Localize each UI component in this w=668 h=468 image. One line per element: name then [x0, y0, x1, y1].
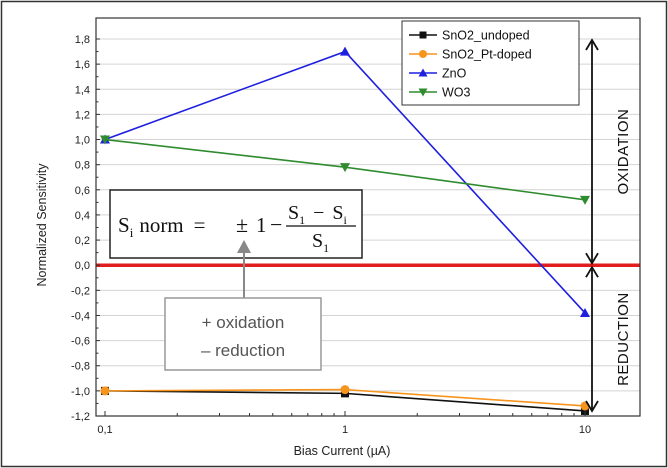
x-axis-label: Bias Current (µA): [294, 444, 391, 458]
series-layer: [100, 46, 590, 415]
region-oxidation: OXIDATION: [585, 38, 632, 265]
data-point: [340, 46, 350, 56]
x-tick-label: 10: [579, 424, 591, 436]
region-arrowhead: [585, 265, 599, 278]
y-tick-label: 1,8: [75, 34, 90, 46]
legend-label: SnO2_Pt-doped: [442, 48, 532, 62]
tick-label-layer: 1,8 1,6 1,4 1,2 1,0 0,8 0,6 0,4 0,2 0,0 -0,2 -0,4 -0…: [71, 34, 591, 436]
formula-numerator: S1− Si: [288, 202, 348, 227]
sign-note-oxidation: + oxidation: [202, 313, 285, 332]
x-tick-label: 0,1: [97, 424, 112, 436]
series-sno2-pt-doped: [100, 385, 590, 411]
y-tick-label: 1,4: [75, 84, 90, 96]
data-point: [580, 195, 590, 205]
axis-layer: [95, 17, 641, 417]
data-point: [100, 386, 110, 396]
region-arrowhead: [585, 400, 599, 413]
y-tick-label: 1,2: [75, 109, 90, 121]
y-tick-label: 0,8: [75, 160, 90, 172]
region-arrowhead: [585, 252, 599, 265]
data-point: [580, 307, 590, 317]
y-axis-label: Normalized Sensitivity: [35, 163, 49, 287]
sign-note-reduction: – reduction: [201, 341, 285, 360]
formula-num-b-subscript: i: [344, 213, 348, 227]
legend-item: SnO2_undoped: [409, 29, 530, 43]
legend: SnO2_undoped SnO2_Pt-doped ZnO WO3: [401, 20, 580, 106]
data-point: [418, 88, 428, 97]
data-point: [100, 135, 110, 145]
formula-frame: [109, 189, 363, 259]
y-tick-label: -0,6: [71, 336, 90, 348]
legend-label: SnO2_undoped: [442, 29, 530, 43]
region-label: REDUCTION: [615, 292, 632, 386]
legend-item: SnO2_Pt-doped: [409, 48, 532, 62]
formula-num-s: S: [332, 202, 343, 224]
data-point: [340, 163, 350, 173]
formula-sign: ±: [236, 212, 248, 237]
legend-items: SnO2_undoped SnO2_Pt-doped ZnO WO3: [409, 29, 532, 100]
formula-word: norm: [139, 213, 183, 237]
y-tick-label: -1,0: [71, 386, 90, 398]
y-tick-label: 0,4: [75, 210, 90, 222]
sign-pointer-arrowhead: [237, 240, 251, 253]
sign-note-frame: [164, 297, 322, 371]
legend-label: ZnO: [442, 67, 467, 81]
y-tick-label: 0,2: [75, 235, 90, 247]
formula-lhs-subscript: i: [130, 225, 134, 240]
region-reduction: REDUCTION: [585, 265, 632, 413]
region-arrowhead: [585, 38, 599, 51]
data-point: [340, 385, 350, 395]
legend-item: ZnO: [409, 67, 467, 81]
region-layer: OXIDATION REDUCTION: [585, 38, 632, 413]
formula-one: 1: [256, 213, 267, 237]
formula-num-a-subscript: 1: [299, 213, 305, 227]
y-tick-label: 1,6: [75, 59, 90, 71]
series-wo3: [100, 135, 590, 205]
sign-note-box: + oxidation – reduction: [164, 297, 322, 371]
y-tick-label: 1,0: [75, 135, 90, 147]
y-tick-label: 0,0: [75, 260, 90, 272]
x-tick-label: 1: [342, 424, 348, 436]
y-tick-label: -1,2: [71, 411, 90, 423]
formula-minus: −: [270, 212, 282, 237]
data-point: [419, 31, 427, 39]
legend-item: WO3: [409, 86, 471, 100]
y-tick-label: -0,2: [71, 285, 90, 297]
y-tick-label: -0,4: [71, 310, 90, 322]
formula-num-minus: −: [313, 202, 324, 224]
formula-box: Si norm = ± 1 − S1− Si S1: [109, 189, 363, 259]
y-tick-label: -0,8: [71, 361, 90, 373]
formula-den-subscript: 1: [323, 241, 329, 255]
y-tick-label: 0,6: [75, 185, 90, 197]
data-point: [581, 406, 589, 415]
data-point: [419, 50, 427, 58]
legend-label: WO3: [442, 86, 471, 100]
plot-frame: [95, 17, 641, 417]
formula-equals: =: [194, 213, 206, 237]
data-point: [418, 68, 428, 77]
region-label: OXIDATION: [615, 109, 632, 195]
